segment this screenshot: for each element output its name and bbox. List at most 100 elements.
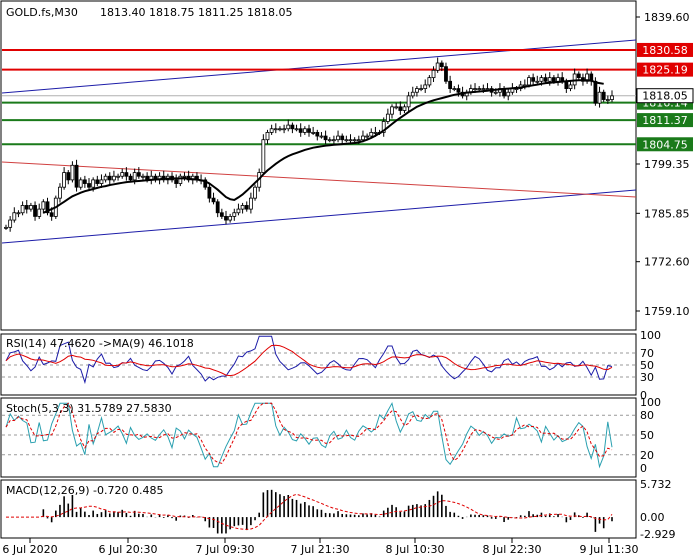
candle-body bbox=[298, 128, 303, 133]
candle-body bbox=[406, 95, 411, 108]
candle-body bbox=[203, 179, 208, 188]
candle-body bbox=[452, 88, 457, 90]
candle-body bbox=[597, 91, 602, 104]
candle-body bbox=[24, 205, 29, 210]
time-tick-label: 6 Jul 20:30 bbox=[99, 543, 158, 556]
macd-tick-label: 5.732 bbox=[640, 478, 672, 491]
candle-body bbox=[41, 201, 46, 210]
time-tick-label: 7 Jul 09:30 bbox=[196, 543, 255, 556]
stoch-tick-label: 50 bbox=[640, 429, 654, 442]
candle-body bbox=[410, 91, 415, 97]
time-tick-label: 9 Jul 11:30 bbox=[580, 543, 639, 556]
candle-body bbox=[419, 88, 423, 90]
candle-body bbox=[4, 226, 8, 229]
candle-body bbox=[62, 172, 67, 188]
ohlc-readout: 1813.40 1818.75 1811.25 1818.05 bbox=[100, 6, 292, 19]
candle-body bbox=[593, 80, 598, 104]
rsi-tick-label: 70 bbox=[640, 347, 654, 360]
moving-average-line bbox=[42, 79, 604, 214]
candle-body bbox=[356, 139, 361, 142]
candle-body bbox=[211, 197, 216, 203]
candle-body bbox=[601, 91, 606, 100]
candle-body bbox=[12, 212, 17, 221]
macd-panel[interactable] bbox=[0, 479, 637, 539]
candle-body bbox=[369, 132, 374, 137]
candle-body bbox=[228, 216, 233, 221]
candle-body bbox=[556, 77, 560, 82]
level-label-4: 1804.75 bbox=[642, 138, 688, 151]
candle-body bbox=[282, 128, 286, 131]
main-price-panel[interactable] bbox=[0, 0, 637, 331]
candle-body bbox=[448, 80, 453, 89]
candle-body bbox=[290, 124, 295, 130]
level-label-0: 1830.58 bbox=[642, 44, 688, 57]
candle-body bbox=[124, 172, 129, 177]
level-tag-1 bbox=[637, 62, 693, 77]
candle-body bbox=[381, 121, 386, 133]
candle-body bbox=[244, 205, 249, 210]
candle-body bbox=[91, 179, 96, 188]
candle-body bbox=[82, 179, 87, 184]
stoch-tick-label: 80 bbox=[640, 409, 654, 422]
time-tick-label: 8 Jul 10:30 bbox=[386, 543, 445, 556]
candle-body bbox=[610, 95, 614, 100]
candle-body bbox=[265, 132, 270, 141]
candle-body bbox=[269, 128, 274, 133]
lower-channel-line bbox=[1, 189, 637, 244]
current-price-tag bbox=[636, 88, 694, 104]
candle-body bbox=[253, 186, 257, 199]
level-tag-4 bbox=[637, 137, 693, 152]
price-tick-label: 1772.60 bbox=[644, 256, 690, 269]
macd-tick-label: 0.00 bbox=[640, 511, 665, 524]
candle-body bbox=[286, 124, 291, 130]
price-tick-label: 1799.35 bbox=[644, 158, 690, 171]
candle-body bbox=[373, 132, 378, 134]
macd-label: MACD(12,26,9) -0.720 0.485 bbox=[6, 484, 164, 497]
candle-body bbox=[456, 88, 461, 93]
stochastic-panel[interactable] bbox=[0, 397, 637, 478]
candle-body bbox=[332, 139, 336, 142]
candle-body bbox=[66, 172, 71, 181]
candle-body bbox=[439, 62, 444, 68]
candle-body bbox=[605, 99, 610, 101]
candle-body bbox=[394, 106, 399, 109]
candle-body bbox=[174, 179, 179, 184]
candle-body bbox=[327, 139, 332, 142]
macd-signal-line bbox=[6, 493, 613, 530]
candle-body bbox=[278, 128, 282, 131]
candle-body bbox=[273, 128, 278, 131]
candle-body bbox=[340, 135, 345, 141]
candle-body bbox=[45, 201, 50, 214]
candle-body bbox=[236, 208, 241, 214]
candle-body bbox=[477, 88, 482, 90]
candle-body bbox=[543, 77, 548, 82]
rsi-plot-layer bbox=[2, 335, 636, 385]
candle-body bbox=[398, 106, 403, 111]
candle-body bbox=[112, 175, 116, 181]
candle-body bbox=[70, 164, 75, 181]
candle-body bbox=[506, 91, 511, 97]
candle-body bbox=[207, 186, 212, 199]
candle-body bbox=[402, 106, 407, 111]
candle-body bbox=[132, 172, 137, 181]
rsi-label: RSI(14) 47.4620 ->MA(9) 46.1018 bbox=[6, 337, 194, 350]
candle-body bbox=[551, 77, 556, 82]
stoch-tick-label: 100 bbox=[640, 396, 661, 409]
descending-trend-line bbox=[1, 161, 637, 198]
stoch-tick-label: 0 bbox=[640, 462, 647, 475]
stoch-plot-layer bbox=[2, 401, 636, 469]
level-label-3: 1811.37 bbox=[642, 114, 688, 127]
candle-body bbox=[120, 172, 125, 177]
candle-body bbox=[261, 139, 266, 173]
candle-body bbox=[141, 175, 145, 178]
rsi-ma-line bbox=[5, 344, 613, 377]
candle-body bbox=[8, 219, 13, 228]
symbol-label: GOLD.fs,M30 bbox=[6, 6, 78, 19]
current-price-label: 1818.05 bbox=[642, 90, 688, 103]
candle-body bbox=[315, 132, 320, 137]
candle-body bbox=[423, 84, 428, 89]
rsi-tick-label: 0 bbox=[640, 389, 647, 402]
candle-body bbox=[99, 179, 104, 184]
candle-body bbox=[178, 175, 183, 184]
